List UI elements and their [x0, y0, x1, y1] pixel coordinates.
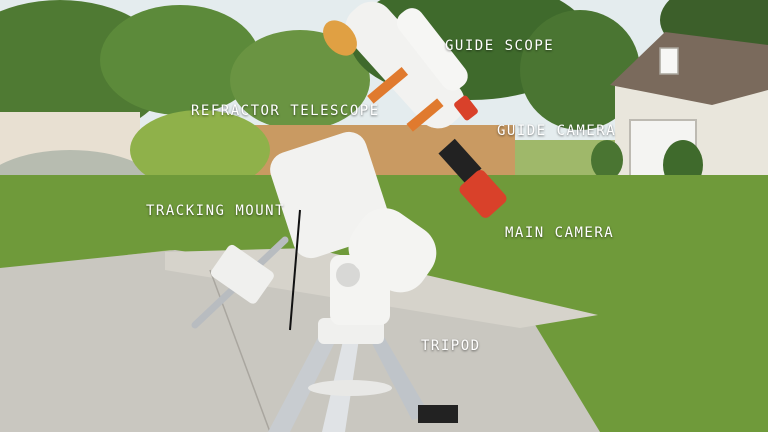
main-camera	[438, 138, 507, 218]
tripod-label: TRIPOD	[421, 338, 481, 354]
guide-scope	[396, 8, 478, 121]
tracking-mount	[191, 131, 437, 331]
tracking-mount-label: TRACKING MOUNT	[146, 203, 286, 219]
refractor-telescope	[323, 1, 465, 132]
lawn	[0, 175, 768, 432]
guide-scope-label: GUIDE SCOPE	[445, 38, 555, 54]
main-camera-label: MAIN CAMERA	[505, 225, 615, 241]
guide-camera-label: GUIDE CAMERA	[497, 123, 617, 139]
refractor-telescope-label: REFRACTOR TELESCOPE	[191, 103, 380, 119]
tripod	[268, 318, 458, 432]
shrub	[130, 110, 270, 190]
